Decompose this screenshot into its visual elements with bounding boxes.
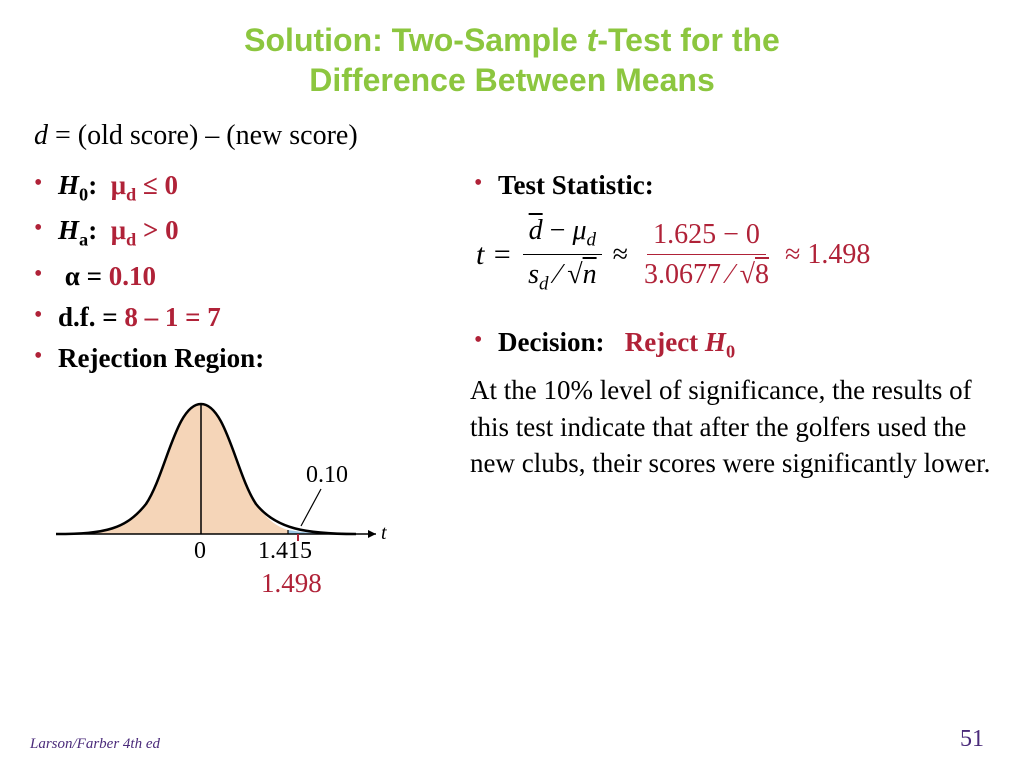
f1-minus: − bbox=[543, 215, 573, 246]
h0-mu: μ bbox=[111, 170, 126, 200]
ha-musub: d bbox=[126, 230, 136, 250]
approx1: ≈ bbox=[613, 239, 628, 271]
alpha-item: α = 0.10 bbox=[30, 261, 450, 292]
f1-ssub: d bbox=[539, 274, 549, 295]
calc-value-label: 1.498 bbox=[261, 568, 322, 599]
f1-musub: d bbox=[587, 230, 597, 251]
f2-sqrt: √ bbox=[740, 259, 755, 290]
f1-slash: ⁄ bbox=[549, 259, 568, 290]
f1-n: n bbox=[583, 259, 597, 290]
ha-H: H bbox=[58, 215, 79, 245]
right-column: Test Statistic: t = d − μd sd ⁄ √n ≈ 1.6… bbox=[470, 170, 994, 614]
f1-sqrt: √ bbox=[567, 259, 582, 290]
h0-rel: ≤ 0 bbox=[136, 170, 178, 200]
decision-reject: Reject bbox=[625, 327, 705, 357]
page-number: 51 bbox=[960, 726, 984, 753]
ts-label: Test Statistic: bbox=[498, 170, 654, 200]
slide-title: Solution: Two-Sample t-Test for the Diff… bbox=[30, 20, 994, 100]
alpha-eq: = bbox=[80, 261, 102, 291]
f2-num: 1.625 − 0 bbox=[647, 217, 766, 255]
ha-sub: a bbox=[79, 230, 88, 250]
def-rhs: = (old score) – (new score) bbox=[48, 120, 358, 151]
bell-curve-svg bbox=[36, 384, 416, 614]
x-axis-arrow bbox=[368, 530, 376, 538]
ha-rel: > 0 bbox=[136, 215, 178, 245]
curve-body bbox=[56, 404, 288, 534]
decision-H: H bbox=[705, 327, 726, 357]
formula-frac2: 1.625 − 0 3.0677 ⁄ √8 bbox=[638, 217, 775, 292]
decision-item: Decision: Reject H0 bbox=[470, 327, 994, 362]
ha-item: Ha: μd > 0 bbox=[30, 215, 450, 250]
distribution-chart: 0.10 0 1.415 t 1.498 bbox=[36, 384, 416, 614]
df-val: 8 – 1 = 7 bbox=[124, 302, 220, 332]
decision-label: Decision: bbox=[498, 327, 604, 357]
test-statistic-formula: t = d − μd sd ⁄ √n ≈ 1.625 − 0 3.0677 ⁄ … bbox=[476, 213, 994, 297]
f1-mu: μ bbox=[572, 215, 586, 246]
h0-item: H0: μd ≤ 0 bbox=[30, 170, 450, 205]
f2-n: 8 bbox=[755, 259, 769, 290]
f1-dbar: d bbox=[529, 215, 543, 246]
x-crit-label: 1.415 bbox=[258, 538, 312, 565]
ha-colon: : bbox=[88, 215, 97, 245]
h0-H: H bbox=[58, 170, 79, 200]
axis-t-label: t bbox=[381, 522, 387, 545]
h0-musub: d bbox=[126, 184, 136, 204]
title-line1b: -Test for the bbox=[597, 22, 780, 58]
left-column: H0: μd ≤ 0 Ha: μd > 0 α = 0.10 d.f. = 8 … bbox=[30, 170, 450, 614]
h0-sub: 0 bbox=[79, 184, 88, 204]
formula-lhs: t = bbox=[476, 238, 512, 272]
title-line1-ital: t bbox=[587, 22, 598, 58]
df-label: d.f. = bbox=[58, 302, 118, 332]
f1-s: s bbox=[528, 259, 539, 290]
rejection-region-item: Rejection Region: bbox=[30, 343, 450, 374]
alpha-val: 0.10 bbox=[109, 261, 156, 291]
def-lhs: d bbox=[34, 120, 48, 151]
difference-definition: d = (old score) – (new score) bbox=[34, 120, 994, 152]
formula-frac1: d − μd sd ⁄ √n bbox=[522, 213, 602, 297]
h0-colon: : bbox=[88, 170, 97, 200]
alpha-sym: α bbox=[65, 261, 80, 291]
title-line1a: Solution: Two-Sample bbox=[244, 22, 587, 58]
alpha-leader bbox=[301, 489, 321, 526]
ha-mu: μ bbox=[111, 215, 126, 245]
content-columns: H0: μd ≤ 0 Ha: μd > 0 α = 0.10 d.f. = 8 … bbox=[30, 170, 994, 614]
alpha-area-label: 0.10 bbox=[306, 462, 348, 489]
x-zero-label: 0 bbox=[194, 538, 206, 565]
rr-label: Rejection Region: bbox=[58, 343, 264, 373]
approx2: ≈ 1.498 bbox=[785, 239, 870, 271]
decision-Hsub: 0 bbox=[726, 341, 735, 361]
conclusion-text: At the 10% level of significance, the re… bbox=[470, 372, 994, 481]
test-statistic-item: Test Statistic: bbox=[470, 170, 994, 201]
title-line2: Difference Between Means bbox=[309, 62, 714, 98]
f2-den-a: 3.0677 ⁄ bbox=[644, 259, 740, 290]
footer-citation: Larson/Farber 4th ed bbox=[30, 736, 160, 753]
df-item: d.f. = 8 – 1 = 7 bbox=[30, 302, 450, 333]
